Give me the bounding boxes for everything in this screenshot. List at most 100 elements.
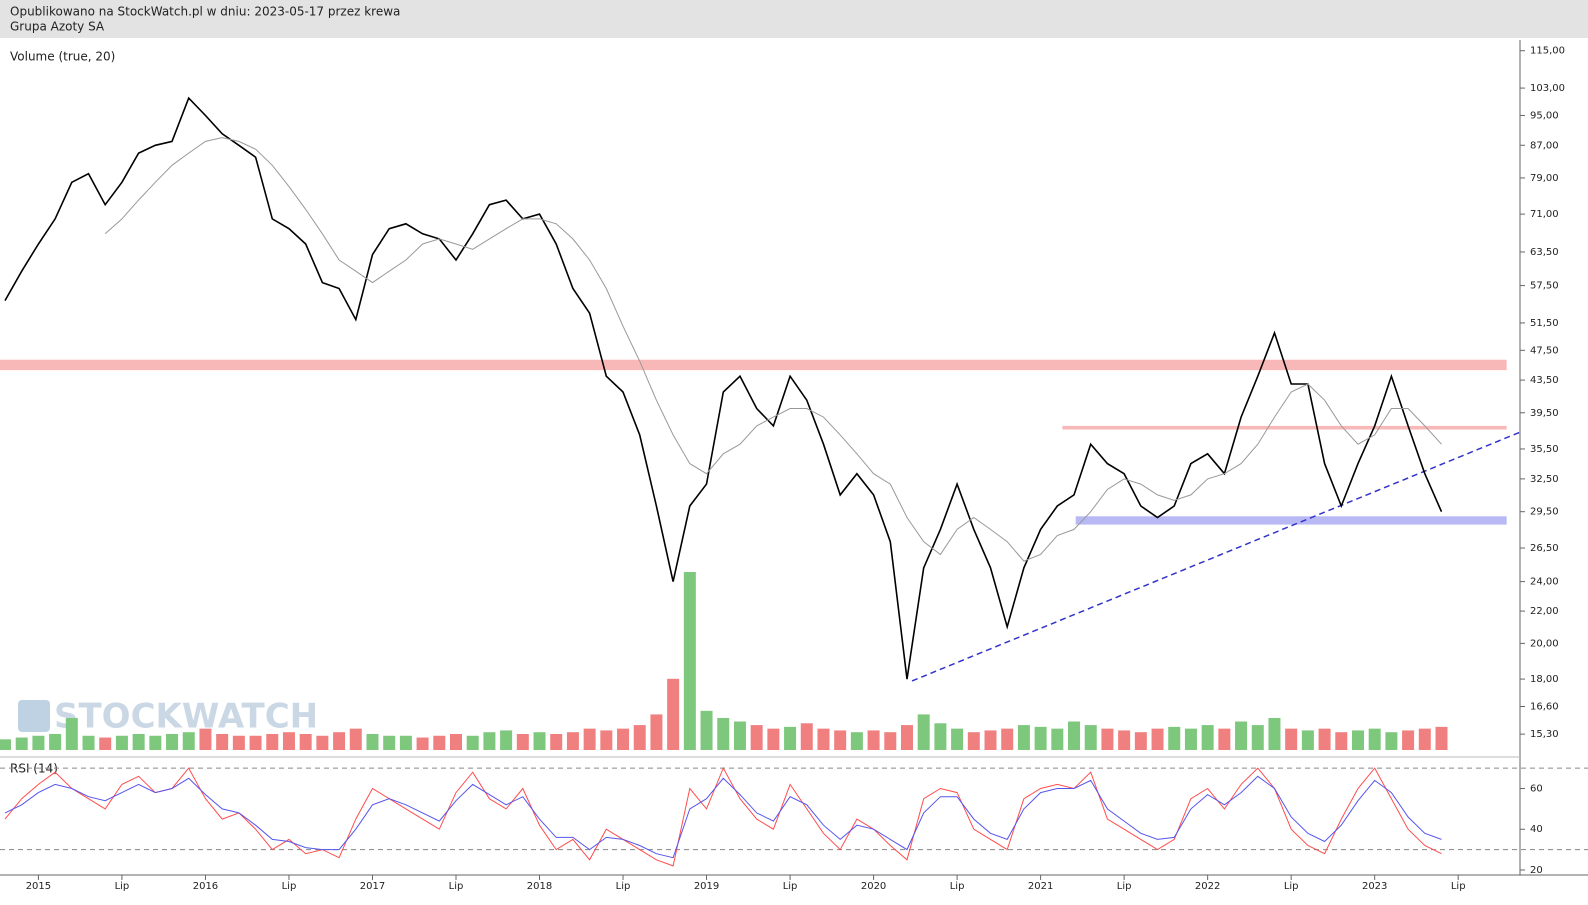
volume-bar — [934, 723, 947, 750]
level-band — [1062, 425, 1507, 430]
y-tick-label: 51,50 — [1530, 318, 1559, 329]
x-tick-label: Lip — [449, 881, 464, 892]
volume-bar — [867, 730, 880, 750]
volume-bar — [399, 735, 412, 750]
volume-bar — [1335, 732, 1348, 750]
volume-bar — [600, 730, 613, 750]
volume-bar — [450, 733, 462, 750]
volume-bar — [850, 732, 863, 750]
x-tick-label: 2019 — [694, 881, 719, 892]
volume-bar — [132, 733, 145, 750]
y-tick-label: 43,50 — [1530, 375, 1559, 386]
volume-bar — [216, 733, 229, 750]
y-tick-label: 35,50 — [1530, 444, 1559, 455]
volume-bar — [82, 735, 95, 750]
volume-bar — [1435, 726, 1448, 750]
volume-bar — [533, 732, 546, 750]
volume-bar — [349, 728, 362, 750]
panel-title: RSI (14) — [10, 762, 58, 776]
volume-bar — [1134, 732, 1147, 750]
x-tick-label: Lip — [1451, 881, 1466, 892]
volume-bar — [1285, 728, 1298, 750]
y-tick-label: 47,50 — [1530, 345, 1559, 356]
x-tick-label: Lip — [1117, 881, 1132, 892]
y-tick-label: 71,00 — [1530, 209, 1559, 220]
volume-bar — [333, 732, 346, 750]
y-tick-label: 24,00 — [1530, 577, 1559, 588]
volume-bar — [483, 732, 496, 750]
volume-bar — [1051, 728, 1064, 750]
x-tick-label: 2017 — [360, 881, 385, 892]
volume-bar — [1402, 730, 1415, 750]
volume-bar — [1418, 728, 1431, 750]
y-tick-label: 32,50 — [1530, 474, 1559, 485]
panel-title: Volume (true, 20) — [10, 50, 115, 64]
x-tick-label: 2022 — [1195, 881, 1220, 892]
x-tick-label: Lip — [616, 881, 631, 892]
volume-bar — [65, 717, 78, 750]
volume-bar — [49, 733, 62, 750]
y-tick-label: 22,00 — [1530, 606, 1559, 617]
x-tick-label: Lip — [1284, 881, 1299, 892]
volume-bar — [1184, 728, 1197, 750]
volume-bar — [750, 725, 763, 750]
series-line — [4, 775, 1442, 859]
volume-bar — [1201, 725, 1214, 750]
watermark-text: STOCKWATCH — [54, 697, 318, 737]
volume-bar — [1168, 726, 1181, 750]
x-tick-label: Lip — [950, 881, 965, 892]
volume-bar — [416, 737, 429, 750]
volume-bar — [0, 739, 12, 750]
y-tick-label: 20,00 — [1530, 638, 1559, 649]
volume-bar — [232, 735, 245, 750]
volume-bar — [633, 725, 646, 750]
y-tick-label: 26,50 — [1530, 543, 1559, 554]
volume-bar — [1385, 732, 1398, 750]
header-bar — [0, 0, 1588, 38]
volume-bar — [767, 728, 780, 750]
series-line — [4, 96, 1443, 680]
x-tick-label: 2018 — [527, 881, 552, 892]
volume-bar — [700, 710, 713, 750]
volume-bar — [316, 735, 329, 750]
series-line — [4, 766, 1442, 867]
level-band — [0, 359, 1507, 371]
volume-bar — [1318, 728, 1331, 750]
volume-bar — [583, 728, 596, 750]
x-tick-label: 2021 — [1028, 881, 1053, 892]
series-line — [104, 137, 1442, 562]
y-tick-label: 39,50 — [1530, 408, 1559, 419]
volume-bar — [249, 735, 262, 750]
y-tick-label: 79,00 — [1530, 173, 1559, 184]
level-band — [1075, 516, 1507, 525]
volume-bar — [917, 714, 930, 750]
y-tick-label: 115,00 — [1530, 46, 1565, 57]
volume-bar — [834, 730, 847, 750]
volume-bar — [1368, 728, 1381, 750]
volume-bar — [1017, 725, 1030, 750]
volume-bar — [817, 728, 830, 750]
watermark-icon — [18, 700, 50, 732]
volume-bar — [1001, 728, 1014, 750]
volume-bar — [182, 732, 195, 750]
y-tick-label: 40 — [1530, 824, 1543, 835]
volume-bar — [733, 721, 746, 750]
volume-bar — [1351, 730, 1364, 750]
volume-bar — [683, 572, 696, 750]
volume-bar — [800, 723, 813, 750]
volume-bar — [951, 728, 964, 750]
volume-bar — [1235, 721, 1248, 750]
volume-bar — [266, 733, 279, 750]
volume-bar — [516, 733, 529, 750]
volume-bar — [383, 735, 396, 750]
volume-bar — [1034, 726, 1047, 750]
x-tick-label: Lip — [783, 881, 798, 892]
y-tick-label: 20 — [1530, 865, 1543, 876]
trend-line — [911, 431, 1521, 682]
y-tick-label: 95,00 — [1530, 110, 1559, 121]
volume-bar — [1118, 730, 1131, 750]
volume-bar — [433, 735, 446, 750]
y-tick-label: 103,00 — [1530, 83, 1565, 94]
